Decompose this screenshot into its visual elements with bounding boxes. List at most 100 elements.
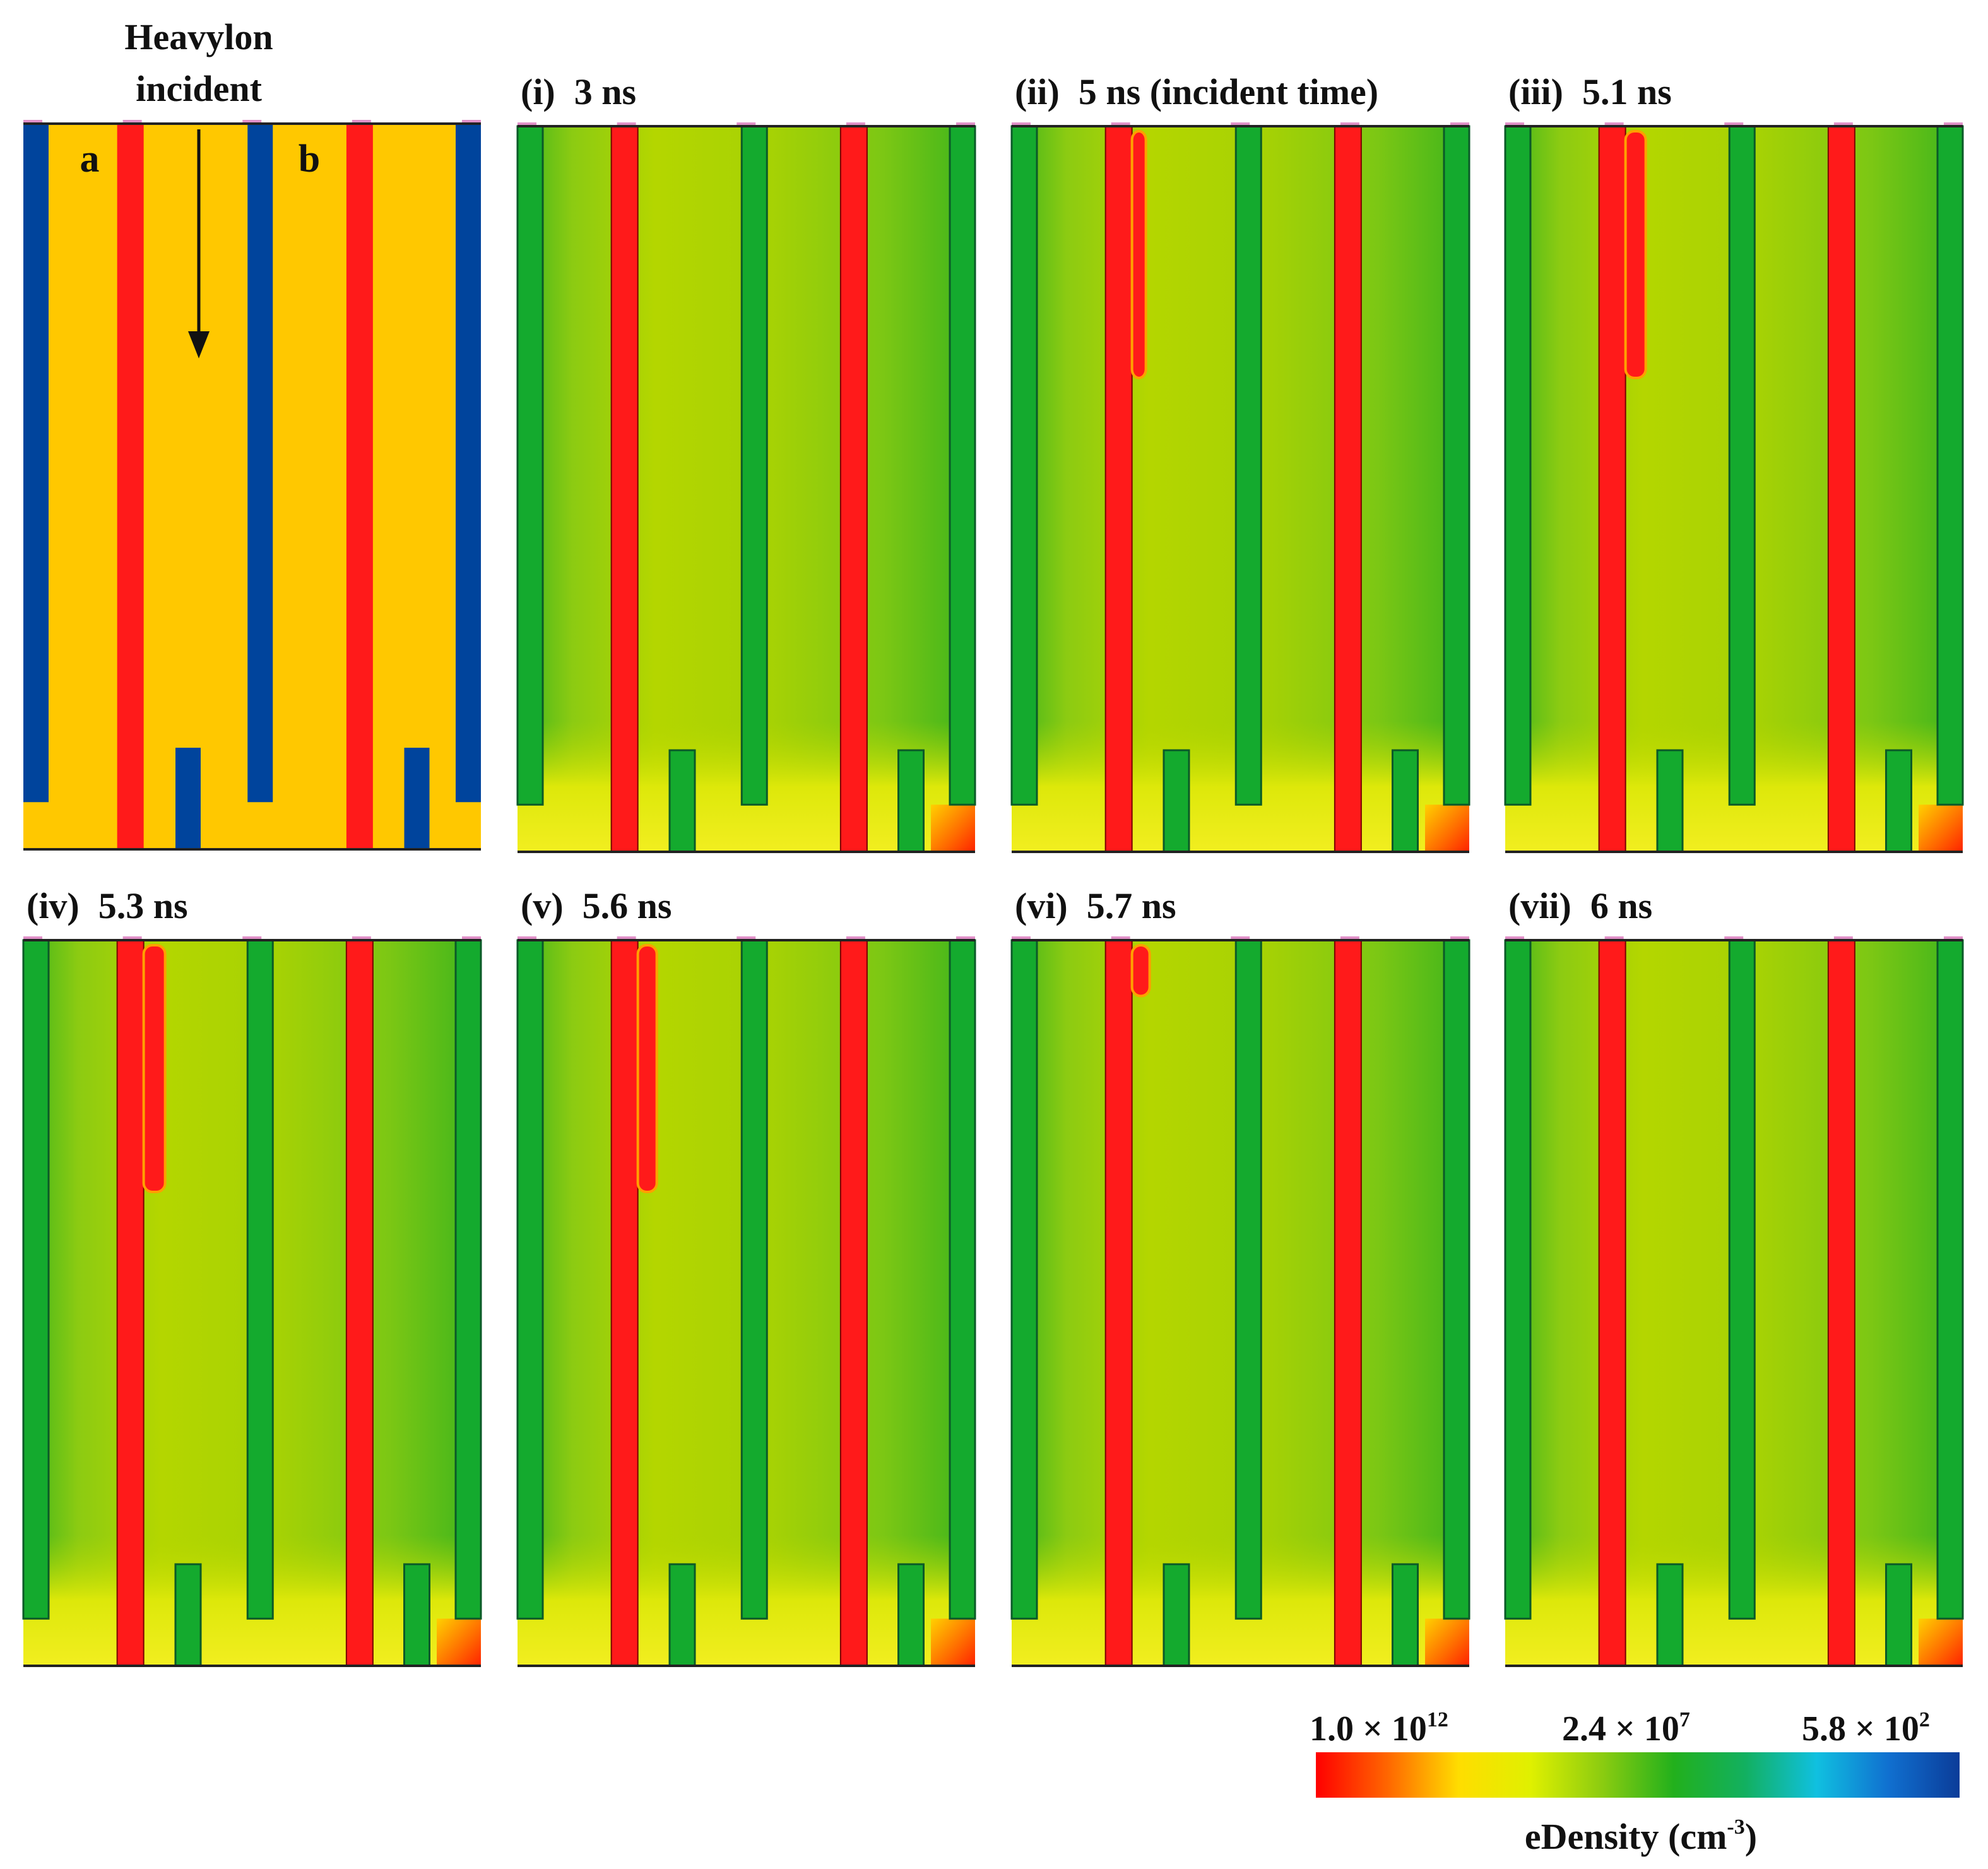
colorbar-min-label: 1.0 × 1012 [1310, 1708, 1448, 1748]
pillar-column [1827, 126, 1855, 852]
trench-post [1392, 749, 1419, 853]
trench-column [454, 939, 482, 1620]
trench-column [1936, 125, 1964, 806]
panel-title-iii: (iii) 5.1 ns [1508, 71, 1672, 112]
trench-post [1885, 749, 1912, 853]
pillar-column [346, 124, 373, 849]
ion-track [1624, 130, 1647, 379]
pillar-column [1334, 940, 1362, 1666]
trench-column [1234, 939, 1262, 1620]
trench-column [1728, 939, 1756, 1620]
panel-time-iii: 5.1 ns [1582, 71, 1672, 112]
panel-title-i: (i) 3 ns [521, 71, 636, 112]
panel-iii: (iii) 5.1 ns [1504, 71, 1964, 853]
panel-label-vi: (vi) [1015, 885, 1068, 926]
trench-column [516, 939, 544, 1620]
trench-column [22, 939, 50, 1620]
trench-post [1656, 1563, 1684, 1667]
trench-column [1234, 125, 1262, 806]
panel-label-iii: (iii) [1508, 71, 1563, 112]
trench-column [246, 939, 274, 1620]
drain-corner [1919, 1618, 1963, 1666]
trench-post [897, 1563, 925, 1667]
panel-title-vii: (vii) 6 ns [1508, 885, 1652, 926]
colorbar-mid-label: 2.4 × 107 [1562, 1708, 1690, 1748]
trench-post [1163, 1563, 1190, 1667]
panel-time-i: 3 ns [574, 71, 636, 112]
panel-title-vi: (vi) 5.7 ns [1015, 885, 1176, 926]
drain-corner [437, 1618, 481, 1666]
panel-label-vii: (vii) [1508, 885, 1571, 926]
trench-post [404, 748, 430, 849]
trench-post [668, 749, 696, 853]
cell-label-a: a [80, 138, 100, 180]
drain-corner [1425, 1618, 1469, 1666]
pillar-column [839, 940, 868, 1666]
trench-post [175, 748, 201, 849]
panel-label-iv: (iv) [27, 885, 80, 926]
trench-column [247, 124, 273, 803]
drain-corner [931, 1618, 975, 1666]
trench-column [1010, 939, 1038, 1620]
pillar-column [1334, 126, 1362, 852]
trench-column [1010, 125, 1038, 806]
panel-vii: (vii) 6 ns [1504, 885, 1964, 1667]
colorbar-title: eDensity (cm-3) [1525, 1815, 1757, 1857]
ion-track [142, 944, 167, 1193]
trench-column [1728, 125, 1756, 806]
pillar-column [117, 124, 144, 849]
trench-column [1443, 939, 1470, 1620]
trench-post [1885, 1563, 1912, 1667]
trench-column [516, 125, 544, 806]
pillar-column [1104, 126, 1133, 852]
trench-post [1392, 1563, 1419, 1667]
panel-time-ii: 5 ns (incident time) [1079, 71, 1378, 112]
panel-vi: (vi) 5.7 ns [1010, 885, 1470, 1667]
trench-column [740, 939, 768, 1620]
drain-corner [931, 805, 975, 852]
colorbar: 1.0 × 1012 2.4 × 107 5.8 × 102 eDensity … [1310, 1708, 1960, 1857]
panel-title-iv: (iv) 5.3 ns [27, 885, 188, 926]
panel-ii: (ii) 5 ns (incident time) [1010, 71, 1470, 853]
colorbar-max-label: 5.8 × 102 [1802, 1708, 1930, 1748]
pillar-column [1598, 126, 1626, 852]
trench-column [949, 125, 976, 806]
drain-corner [1425, 805, 1469, 852]
panel-time-iv: 5.3 ns [98, 885, 188, 926]
schematic-title-line2: incident [136, 68, 262, 109]
panel-time-vi: 5.7 ns [1087, 885, 1176, 926]
trench-post [1656, 749, 1684, 853]
panel-v: (v) 5.6 ns [516, 885, 976, 1667]
panel-label-v: (v) [521, 885, 564, 926]
schematic-title-line1: Heavylon [124, 16, 273, 57]
ion-track [1130, 944, 1151, 998]
trench-post [174, 1563, 202, 1667]
trench-column [949, 939, 976, 1620]
ion-track [1130, 130, 1147, 379]
trench-post [668, 1563, 696, 1667]
drain-corner [1919, 805, 1963, 852]
panel-label-i: (i) [521, 71, 555, 112]
panel-title-ii: (ii) 5 ns (incident time) [1015, 71, 1378, 112]
pillar-column [1104, 940, 1133, 1666]
panel-i: (i) 3 ns [516, 71, 976, 853]
trench-post [403, 1563, 430, 1667]
pillar-column [345, 940, 374, 1666]
trench-column [1936, 939, 1964, 1620]
panel-time-vii: 6 ns [1590, 885, 1652, 926]
pillar-column [610, 126, 639, 852]
pillar-column [839, 126, 868, 852]
panel-iv: (iv) 5.3 ns [22, 885, 482, 1667]
panel-title-v: (v) 5.6 ns [521, 885, 672, 926]
pillar-column [610, 940, 639, 1666]
trench-column [456, 124, 481, 803]
cell-label-b: b [299, 138, 320, 180]
ion-incident-arrow [188, 129, 210, 358]
ion-track [636, 944, 658, 1193]
trench-column [1504, 939, 1532, 1620]
pillar-column [1598, 940, 1626, 1666]
trench-column [1504, 125, 1532, 806]
pillar-column [1827, 940, 1855, 1666]
panel-time-v: 5.6 ns [583, 885, 672, 926]
